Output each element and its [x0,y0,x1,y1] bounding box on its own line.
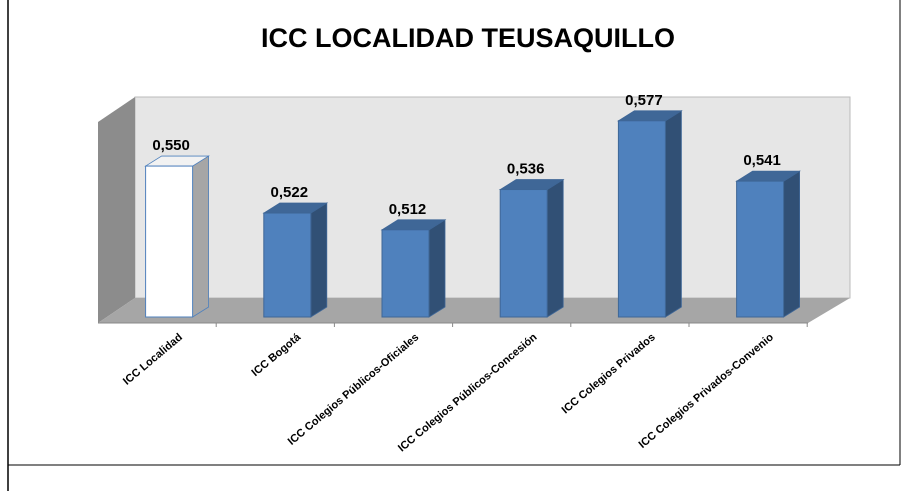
chart-title: ICC LOCALIDAD TEUSAQUILLO [261,23,675,53]
bar-side [665,110,682,318]
value-label: 0,541 [743,152,781,169]
bar-front [381,229,430,318]
bar [380,219,447,318]
bar-side [428,219,446,318]
bar-front [263,212,312,318]
bar [262,202,329,318]
value-label: 0,536 [507,161,545,178]
bar-front [145,165,194,318]
bar-side [783,170,800,318]
value-label: 0,522 [271,184,309,201]
bar-side [310,202,328,318]
value-label: 0,550 [152,137,190,154]
bar-side [192,155,210,318]
side-wall [98,97,135,323]
bar [498,178,565,318]
bar-front [736,180,785,318]
bar-front [499,189,548,318]
bar-side [546,178,564,318]
value-label: 0,577 [625,92,663,109]
bar [617,110,683,318]
value-label: 0,512 [389,201,427,218]
bar [735,170,801,318]
bar-front [617,120,666,318]
bar [144,155,210,318]
